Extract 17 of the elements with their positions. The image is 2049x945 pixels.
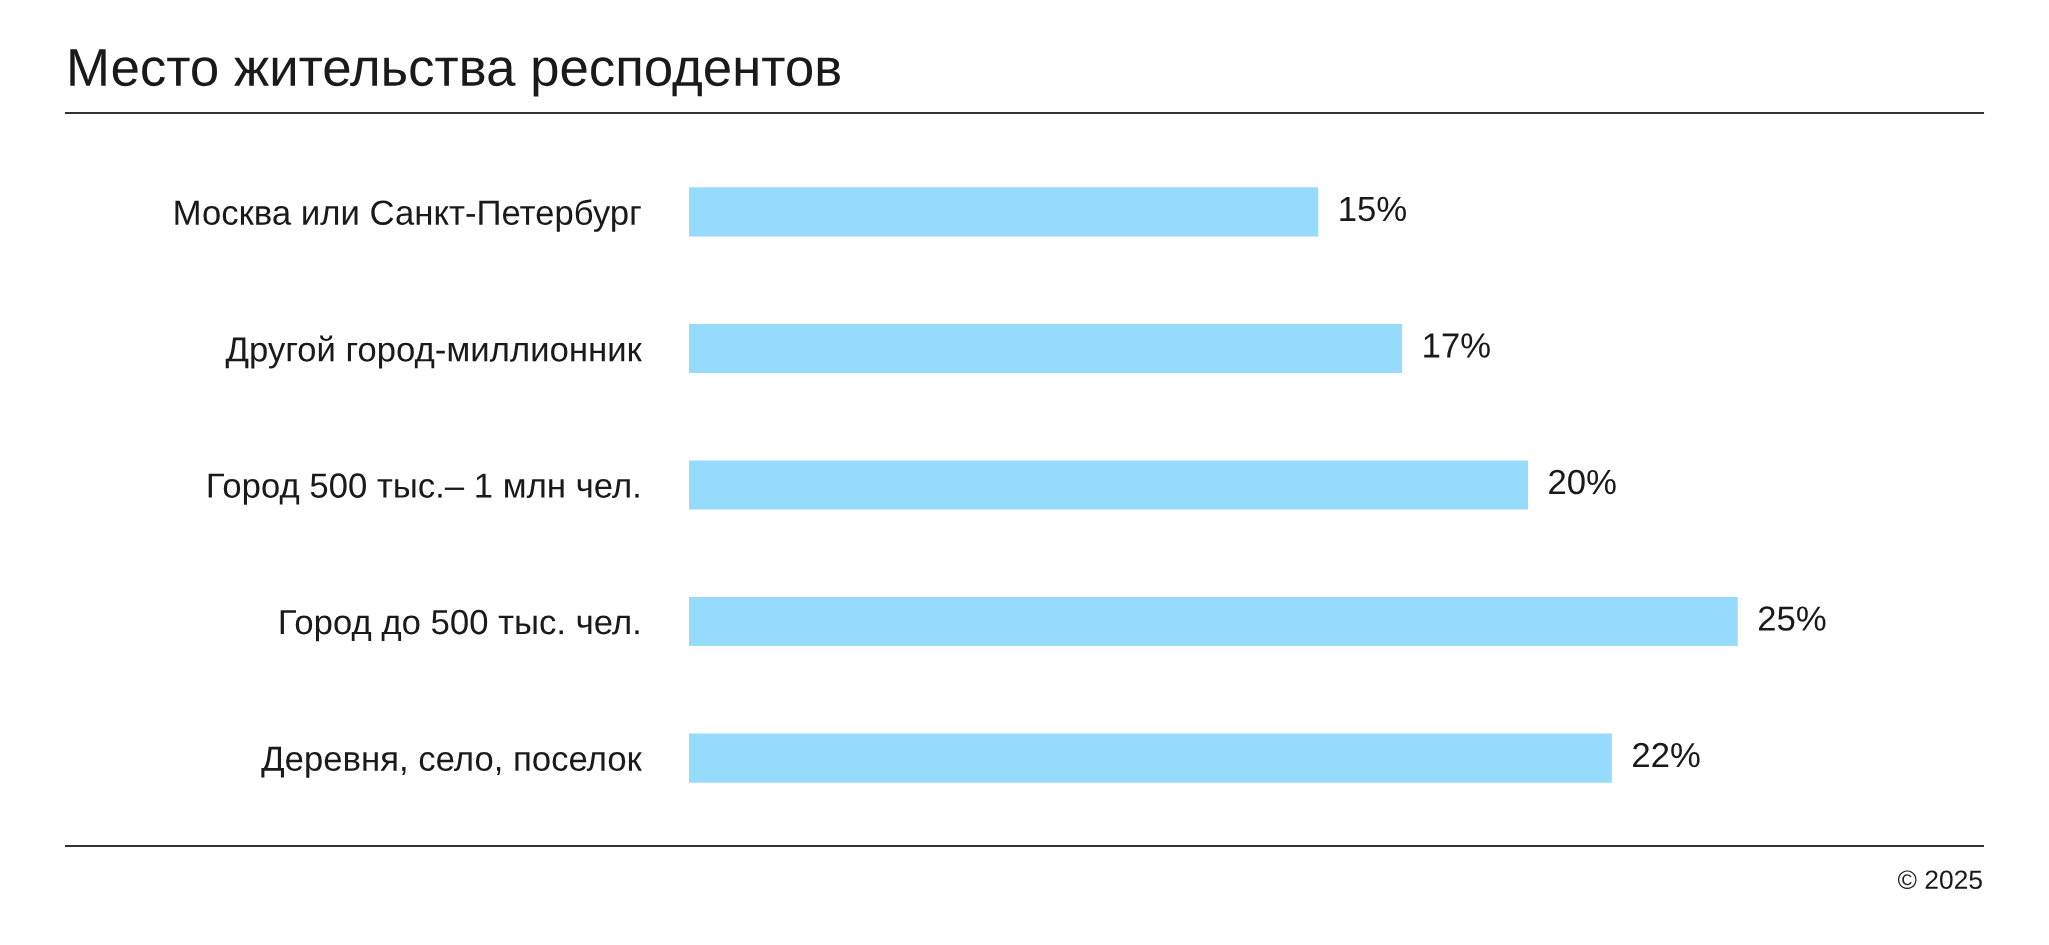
bar (689, 187, 1319, 237)
y-tick-label: Другой город-миллионник (225, 335, 642, 369)
bar (689, 323, 1403, 374)
y-tick-label: Город 500 тыс.– 1 млн чел. (208, 473, 639, 505)
text: © 2025 (1897, 870, 1982, 890)
data-label: 22% (1633, 742, 1700, 768)
y-tick-label: Город до 500 тыс. чел. (280, 609, 639, 642)
chart-title: Место жительства респодентов (70, 49, 840, 97)
bar (689, 460, 1529, 510)
bar (689, 596, 1738, 647)
y-tick-label: Деревня, село, поселок (261, 746, 642, 778)
data-label: 20% (1549, 469, 1616, 495)
data-label: 17% (1424, 333, 1490, 358)
y-tick-label: Москва или Санкт-Петербург (175, 199, 641, 232)
data-label: 25% (1758, 606, 1826, 631)
bar (689, 733, 1612, 783)
data-label: 15% (1340, 196, 1406, 222)
